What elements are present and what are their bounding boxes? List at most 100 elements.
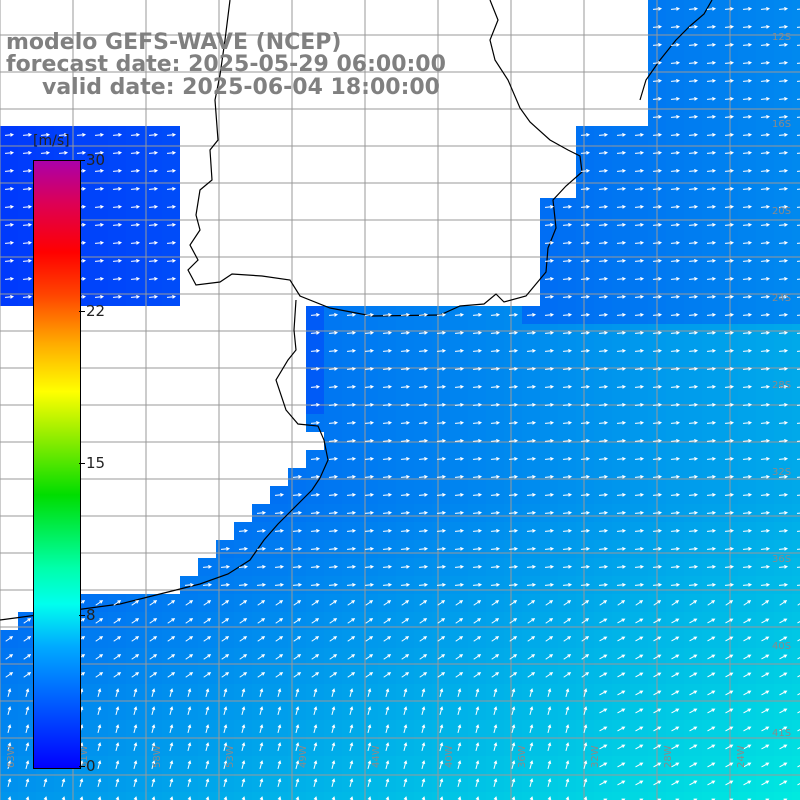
wind-arrow: [635, 690, 644, 696]
wind-arrow: [599, 690, 608, 696]
wind-arrow: [706, 330, 717, 335]
wind-arrow: [688, 294, 699, 299]
wind-arrow: [742, 96, 753, 101]
wind-arrow: [652, 132, 663, 137]
wind-arrow: [652, 204, 663, 209]
lon-label: 63W: [6, 745, 17, 768]
wind-arrow: [151, 724, 156, 733]
wind-arrow: [508, 384, 519, 389]
wind-arrow: [329, 618, 338, 624]
wind-arrow: [7, 742, 12, 751]
wind-arrow: [583, 760, 588, 769]
wind-arrow: [473, 672, 482, 678]
wind-arrow: [616, 456, 627, 461]
wind-arrow: [616, 204, 627, 209]
wind-arrow: [724, 582, 735, 587]
wind-arrow: [742, 240, 753, 245]
wind-arrow: [367, 724, 372, 733]
colorbar-tickmark: [79, 615, 85, 616]
wind-arrow: [688, 492, 699, 497]
wind-arrow: [778, 546, 789, 551]
wind-arrow: [328, 384, 339, 389]
wind-arrow: [706, 456, 717, 461]
wind-arrow: [4, 258, 15, 263]
wind-arrow: [724, 96, 735, 101]
wind-arrow: [742, 168, 753, 173]
wind-arrow: [670, 546, 681, 551]
wind-arrow: [562, 510, 573, 515]
wind-arrow: [23, 654, 32, 660]
wind-arrow: [598, 420, 609, 425]
lat-label: 40S: [772, 641, 791, 652]
wind-arrow: [418, 330, 429, 335]
wind-arrow: [4, 132, 15, 137]
wind-arrow: [743, 744, 752, 750]
wind-arrow: [5, 672, 14, 678]
wind-arrow: [97, 796, 102, 800]
wind-arrow: [328, 366, 339, 371]
wind-arrow: [545, 654, 554, 660]
lon-label: 44W: [371, 745, 382, 768]
wind-arrow: [617, 654, 626, 660]
wind-arrow: [616, 258, 627, 263]
wind-arrow: [115, 742, 120, 751]
wind-arrow: [778, 96, 789, 101]
wind-arrow: [583, 796, 588, 800]
wind-arrow: [742, 510, 753, 515]
wind-arrow: [760, 492, 771, 497]
wind-cell: [792, 162, 800, 180]
wind-arrows: [4, 6, 800, 800]
wind-arrow: [4, 168, 15, 173]
wind-arrow: [689, 744, 698, 750]
wind-arrow: [328, 474, 339, 479]
wind-arrow: [779, 672, 788, 678]
wind-arrow: [94, 294, 105, 299]
wind-arrow: [436, 438, 447, 443]
wind-arrow: [526, 546, 537, 551]
wind-arrow: [349, 724, 354, 733]
wind-arrow: [671, 726, 680, 732]
wind-arrow: [706, 60, 717, 65]
wind-arrow: [259, 796, 264, 800]
wind-arrow: [599, 726, 608, 732]
wind-arrow: [151, 688, 156, 697]
wind-arrow: [634, 186, 645, 191]
wind-arrow: [115, 706, 120, 715]
wind-arrow: [310, 348, 321, 353]
wind-arrow: [221, 636, 230, 642]
wind-cell: [792, 594, 800, 612]
wind-arrow: [580, 312, 591, 317]
wind-arrow: [616, 348, 627, 353]
wind-arrow: [472, 384, 483, 389]
wind-arrow: [760, 42, 771, 47]
wind-arrow: [418, 510, 429, 515]
wind-arrow: [562, 204, 573, 209]
wind-arrow: [313, 688, 318, 697]
wind-arrow: [796, 422, 800, 424]
wind-arrow: [149, 600, 158, 606]
wind-arrow: [688, 474, 699, 479]
wind-arrow: [688, 312, 699, 317]
wind-arrow: [346, 420, 357, 425]
wind-arrow: [760, 456, 771, 461]
wind-arrow: [25, 760, 30, 769]
wind-arrow: [61, 778, 66, 787]
wind-arrow: [761, 762, 770, 768]
wind-arrow: [148, 168, 159, 173]
wind-arrow: [760, 60, 771, 65]
wind-arrow: [382, 474, 393, 479]
wind-arrow: [490, 348, 501, 353]
wind-arrow: [7, 778, 12, 787]
wind-arrow: [419, 618, 428, 624]
wind-cell: [792, 72, 800, 90]
wind-arrow: [760, 420, 771, 425]
wind-arrow: [364, 474, 375, 479]
wind-arrow: [238, 582, 249, 587]
wind-cell: [792, 126, 800, 144]
wind-arrow: [617, 636, 626, 642]
wind-arrow: [688, 60, 699, 65]
wind-arrow: [653, 600, 662, 606]
wind-arrow: [653, 690, 662, 696]
wind-arrow: [742, 420, 753, 425]
wind-arrow: [761, 780, 770, 786]
